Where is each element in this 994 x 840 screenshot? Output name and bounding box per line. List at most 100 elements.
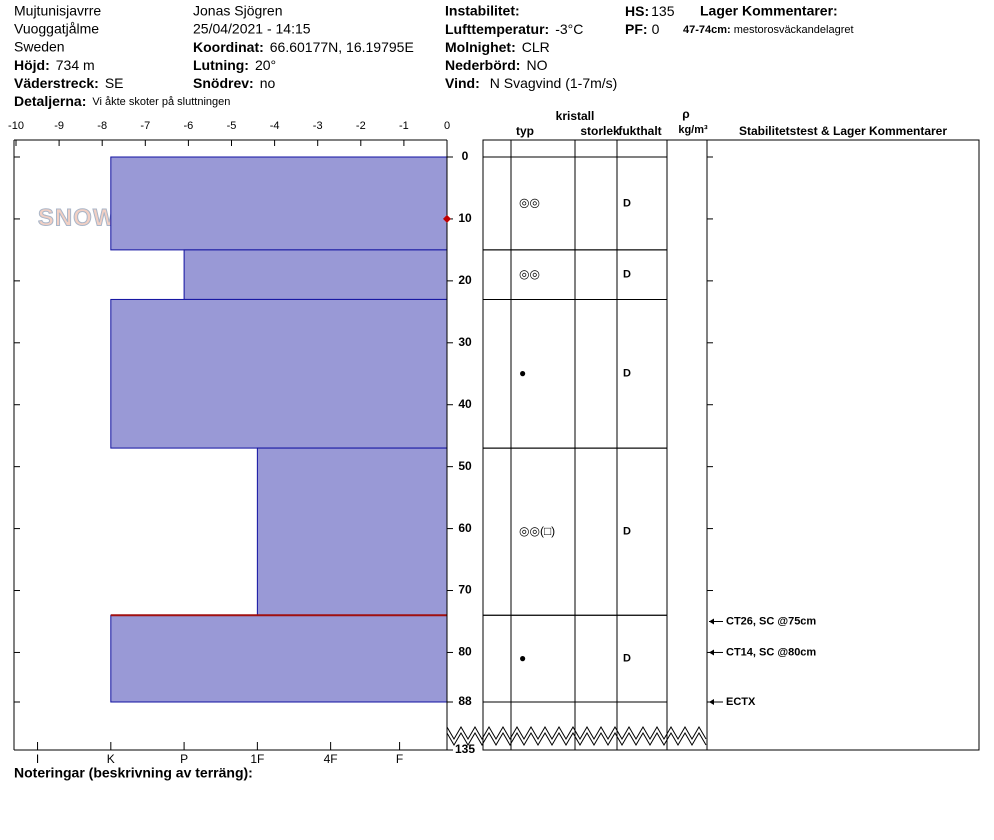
area: Vuoggatjålme bbox=[14, 21, 99, 37]
y-tick-label: 20 bbox=[458, 273, 472, 287]
layer-bar bbox=[110, 614, 448, 703]
value: -3°C bbox=[555, 21, 583, 37]
pf-row: PF: 0 bbox=[625, 21, 660, 37]
x-tick-label: -4 bbox=[270, 120, 280, 132]
grain-type: ● bbox=[519, 651, 526, 665]
layer-bar bbox=[256, 447, 448, 616]
layer-bar bbox=[110, 156, 448, 251]
x-tick-label: -2 bbox=[356, 120, 366, 132]
moisture: D bbox=[623, 526, 631, 538]
instability-label: Instabilitet: bbox=[445, 3, 520, 19]
value: 135 bbox=[651, 3, 675, 19]
label: Koordinat: bbox=[193, 39, 264, 55]
moisture: D bbox=[623, 653, 631, 665]
country: Sweden bbox=[14, 39, 65, 55]
x-tick-label: -10 bbox=[8, 120, 24, 132]
axis-break bbox=[446, 732, 707, 746]
y-tick-label: 10 bbox=[458, 211, 472, 225]
value: NO bbox=[526, 57, 547, 73]
label: Väderstreck: bbox=[14, 75, 99, 91]
test-label: ECTX bbox=[726, 696, 756, 708]
wind-row: Vind: N Svagvind (1-7m/s) bbox=[445, 75, 617, 91]
test-arrowhead bbox=[709, 699, 714, 705]
hs-row: HS: 135 bbox=[625, 3, 675, 19]
airtemp-row: Lufttemperatur: -3°C bbox=[445, 21, 583, 37]
slope-row: Lutning: 20° bbox=[193, 57, 276, 73]
coord-row: Koordinat: 66.60177N, 16.19795E bbox=[193, 39, 414, 55]
y-tick-label: 40 bbox=[458, 397, 472, 411]
y-tick-label: 0 bbox=[462, 149, 469, 163]
y-tick-label: 60 bbox=[458, 521, 472, 535]
hardness-tick-label: K bbox=[107, 752, 115, 766]
x-tick-label: -1 bbox=[399, 120, 409, 132]
observer: Jonas Sjögren bbox=[193, 3, 283, 19]
aspect-row: Väderstreck: SE bbox=[14, 75, 124, 91]
value: no bbox=[260, 75, 276, 91]
y-tick-label: 80 bbox=[458, 645, 472, 659]
comment: mestorosväckandelagret bbox=[734, 24, 854, 36]
datetime: 25/04/2021 - 14:15 bbox=[193, 21, 311, 37]
value: 0 bbox=[652, 21, 660, 37]
details-row: Detaljerna: Vi åkte skoter på sluttningen bbox=[14, 93, 230, 109]
test-label: CT26, SC @75cm bbox=[726, 615, 816, 627]
x-tick-label: -3 bbox=[313, 120, 323, 132]
value: SE bbox=[105, 75, 124, 91]
test-arrowhead bbox=[709, 649, 714, 656]
moisture: D bbox=[623, 197, 631, 209]
label: Lutning: bbox=[193, 57, 249, 73]
test-label: CT14, SC @80cm bbox=[726, 646, 816, 658]
hardness-tick-label: P bbox=[180, 752, 188, 766]
y-tick-label: 88 bbox=[458, 694, 472, 708]
precip-row: Nederbörd: NO bbox=[445, 57, 548, 73]
grain-type: ◎◎ bbox=[519, 267, 540, 281]
label: Snödrev: bbox=[193, 75, 254, 91]
x-tick-label: -5 bbox=[227, 120, 237, 132]
label: HS: bbox=[625, 3, 649, 19]
x-tick-label: -6 bbox=[184, 120, 194, 132]
value: Vi åkte skoter på sluttningen bbox=[92, 96, 230, 108]
test-arrowhead bbox=[709, 618, 714, 625]
grain-type: ◎◎ bbox=[519, 196, 540, 210]
y-tick-label: 135 bbox=[455, 742, 475, 756]
col-density-unit: kg/m³ bbox=[678, 124, 708, 136]
table-frame bbox=[482, 139, 980, 751]
location: Mujtunisjavrre bbox=[14, 3, 101, 19]
x-tick-label: -9 bbox=[54, 120, 64, 132]
x-tick-label: -8 bbox=[97, 120, 107, 132]
moisture: D bbox=[623, 269, 631, 281]
label: PF: bbox=[625, 21, 648, 37]
x-tick-label: -7 bbox=[140, 120, 150, 132]
hardness-tick-label: I bbox=[36, 752, 39, 766]
notes-label: Noteringar (beskrivning av terräng): bbox=[14, 765, 253, 781]
drift-row: Snödrev: no bbox=[193, 75, 275, 91]
header: Mujtunisjavrre Vuoggatjålme Sweden Höjd:… bbox=[14, 3, 854, 109]
x-tick-label: 0 bbox=[444, 120, 450, 132]
label: Nederbörd: bbox=[445, 57, 520, 73]
hardness-tick-label: 1F bbox=[250, 752, 264, 766]
hardness-tick-label: F bbox=[396, 752, 403, 766]
col-stability: Stabilitetstest & Lager Kommentarer bbox=[739, 124, 947, 138]
layer-bar bbox=[183, 249, 448, 300]
label: Molnighet: bbox=[445, 39, 516, 55]
grain-type: ◎◎(□) bbox=[519, 524, 555, 538]
value: 734 m bbox=[56, 57, 95, 73]
cloud-row: Molnighet: CLR bbox=[445, 39, 550, 55]
col-type: typ bbox=[516, 124, 534, 138]
grain-type: ● bbox=[519, 366, 526, 380]
layer-bar bbox=[110, 298, 448, 449]
label: Vind: bbox=[445, 75, 480, 91]
label: Höjd: bbox=[14, 57, 50, 73]
label: Detaljerna: bbox=[14, 93, 86, 109]
col-moisture: fukthalt bbox=[618, 124, 661, 138]
temperature-point bbox=[443, 214, 451, 223]
elevation-row: Höjd: 734 m bbox=[14, 57, 95, 73]
label: Lufttemperatur: bbox=[445, 21, 549, 37]
col-density: ρ bbox=[682, 107, 689, 121]
value: 66.60177N, 16.19795E bbox=[270, 39, 414, 55]
value: N Svagvind (1-7m/s) bbox=[490, 75, 618, 91]
col-crystal: kristall bbox=[556, 109, 595, 123]
value: 20° bbox=[255, 57, 276, 73]
layer-comment-row: 47-74cm: mestorosväckandelagret bbox=[683, 24, 854, 36]
axis-break bbox=[446, 726, 707, 740]
